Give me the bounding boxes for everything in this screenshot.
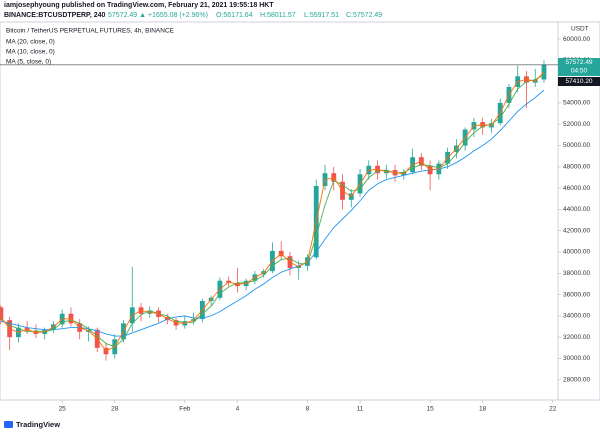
- candle-body: [0, 307, 4, 321]
- last-price-box: [558, 58, 600, 76]
- ma-price-box: [558, 77, 600, 86]
- y-tick-label: 44000.00: [563, 206, 590, 213]
- y-tick-label: 32000.00: [563, 334, 590, 341]
- last-price-label: 57572.49: [565, 59, 592, 66]
- price-change: 57572.49 ▲ +1655.08 (+2.96%): [108, 12, 208, 19]
- x-tick-label: 15: [426, 406, 434, 413]
- ohlc-open: O:56171.64: [216, 12, 253, 19]
- symbol: BINANCE:BTCUSDTPERP, 240: [4, 12, 105, 19]
- y-tick-label: 42000.00: [563, 227, 590, 234]
- x-tick-label: 18: [479, 406, 487, 413]
- plot: [0, 60, 558, 361]
- y-tick-label: 28000.00: [563, 376, 590, 383]
- y-tick-label: 50000.00: [563, 142, 590, 149]
- y-tick-label: 34000.00: [563, 313, 590, 320]
- ma-price-label: 57410.20: [565, 78, 592, 85]
- logo: TradingView: [4, 420, 60, 429]
- ohlc-low: L:55917.51: [304, 12, 339, 19]
- axis-unit: USDT: [571, 26, 589, 33]
- axes: 28000.00 30000.00 32000.00 34000.00 36000.00…: [59, 36, 591, 413]
- pane-border: [0, 21, 600, 401]
- x-tick-label: 25: [59, 406, 67, 413]
- x-tick-label: Feb: [179, 406, 191, 413]
- y-tick-label: 40000.00: [563, 249, 590, 256]
- x-tick-label: 11: [357, 406, 364, 413]
- y-tick-label: 48000.00: [563, 164, 590, 171]
- ma-line: [0, 74, 545, 348]
- price-labels: 57410.20 57572.49 04:50: [558, 58, 600, 86]
- y-tick-label: 54000.00: [563, 100, 590, 107]
- ma-line: [0, 71, 545, 352]
- publisher: iamjosephyoung published on TradingView.…: [4, 2, 274, 9]
- legend-entry: MA (20, close, 0): [6, 39, 55, 46]
- y-tick-label: 52000.00: [563, 121, 590, 128]
- x-tick-label: 8: [306, 406, 310, 413]
- logo-icon: [4, 421, 13, 428]
- y-tick-label: 36000.00: [563, 291, 590, 298]
- legend-entry: MA (5, close, 0): [6, 59, 51, 66]
- brand: TradingView: [16, 420, 60, 429]
- ohlc-close: C:57572.49: [346, 12, 382, 19]
- x-tick-label: 22: [549, 406, 557, 413]
- ma-line: [0, 89, 545, 337]
- countdown-label: 04:50: [571, 68, 588, 75]
- y-tick-label: 60000.00: [563, 36, 590, 43]
- ohlc-high: H:58011.57: [260, 12, 296, 19]
- y-tick-label: 38000.00: [563, 270, 590, 277]
- y-tick-label: 30000.00: [563, 355, 590, 362]
- x-tick-label: 28: [111, 406, 119, 413]
- x-tick-label: 4: [236, 406, 240, 413]
- y-tick-label: 46000.00: [563, 185, 590, 192]
- legend-entry: MA (10, close, 0): [6, 49, 55, 56]
- chart-title: Bitcoin / TetherUS PERPETUAL FUTURES, 4h…: [6, 28, 175, 35]
